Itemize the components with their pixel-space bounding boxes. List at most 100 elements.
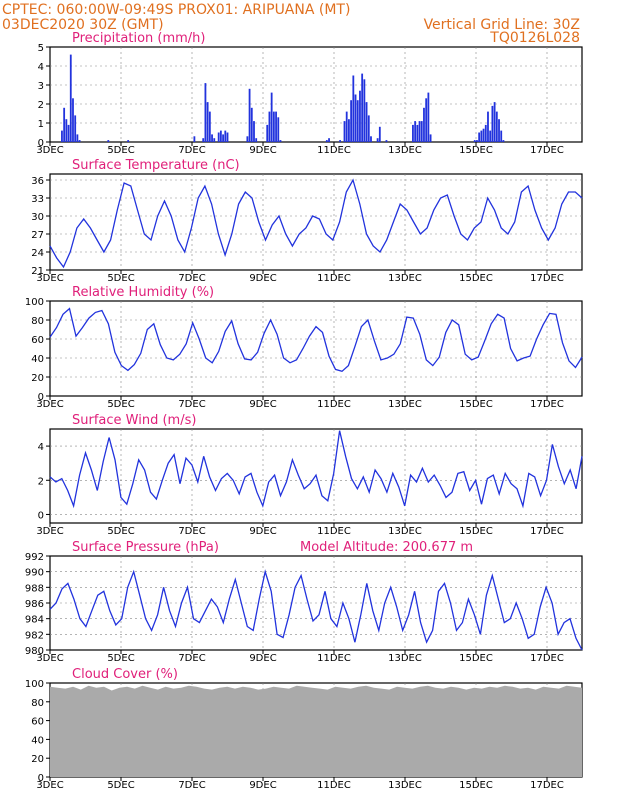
precip-bar	[370, 136, 372, 142]
precip-bar	[425, 98, 428, 142]
x-tick-label: 11DEC	[317, 145, 351, 156]
precip-bar	[193, 136, 196, 142]
precip-bar	[325, 140, 328, 142]
precip-bar	[423, 107, 425, 142]
precip-bar	[487, 111, 489, 142]
x-tick-label: 5DEC	[107, 653, 134, 664]
header-grid-note: Vertical Grid Line: 30Z	[424, 17, 580, 33]
x-tick-label: 7DEC	[178, 273, 205, 284]
x-tick-label: 3DEC	[36, 273, 63, 284]
y-tick-label: 986	[25, 599, 44, 610]
precip-bar	[255, 138, 258, 142]
precip-bar	[348, 119, 350, 142]
x-tick-label: 5DEC	[107, 399, 134, 410]
x-tick-label: 13DEC	[388, 273, 422, 284]
precip-bar	[493, 102, 496, 142]
precip-bar	[352, 75, 355, 142]
x-tick-label: 15DEC	[459, 273, 493, 284]
panel-title: Cloud Cover (%)	[72, 667, 178, 682]
panel-frame	[49, 300, 583, 397]
y-tick-label: 24	[31, 248, 44, 259]
y-tick-label: 27	[31, 230, 44, 241]
y-tick-label: 1	[38, 119, 44, 130]
x-tick-label: 3DEC	[36, 780, 63, 791]
precip-bar	[500, 130, 503, 142]
precip-bar	[339, 140, 341, 142]
y-tick-label: 100	[25, 297, 44, 308]
header-date: 03DEC2020 30Z (GMT)	[2, 17, 164, 33]
x-tick-label: 11DEC	[317, 653, 351, 664]
x-tick-label: 3DEC	[36, 526, 63, 537]
precip-bar	[365, 102, 368, 142]
x-tick-label: 9DEC	[249, 780, 276, 791]
x-tick-label: 13DEC	[388, 526, 422, 537]
precip-bar	[418, 121, 421, 142]
precip-bar	[502, 140, 505, 142]
y-tick-label: 4	[38, 62, 44, 73]
precip-bar	[350, 100, 353, 142]
x-tick-label: 17DEC	[530, 273, 564, 284]
precip-bar	[204, 83, 207, 142]
x-tick-label: 5DEC	[107, 780, 134, 791]
precip-bar	[69, 54, 72, 142]
y-tick-label: 4	[38, 442, 44, 453]
y-tick-label: 80	[31, 698, 44, 709]
y-tick-label: 80	[31, 316, 44, 327]
precip-bar	[219, 130, 222, 142]
x-tick-label: 7DEC	[178, 653, 205, 664]
precip-bar	[416, 124, 419, 142]
y-tick-label: 100	[25, 679, 44, 690]
precip-bar	[202, 138, 205, 142]
precip-bar	[63, 107, 66, 142]
precip-bar	[224, 130, 227, 142]
y-tick-label: 0	[38, 773, 44, 784]
y-tick-label: 2	[38, 100, 44, 111]
precip-bar	[78, 140, 81, 142]
y-tick-label: 30	[31, 212, 44, 223]
y-tick-label: 40	[31, 354, 44, 365]
precip-bar	[222, 134, 224, 142]
precip-bar	[127, 140, 130, 142]
precip-bar	[279, 140, 282, 142]
x-tick-label: 5DEC	[107, 273, 134, 284]
y-tick-label: 984	[25, 615, 44, 626]
y-tick-label: 2	[38, 476, 44, 487]
y-tick-label: 20	[31, 754, 44, 765]
precip-bar	[277, 117, 280, 142]
precip-bar	[367, 115, 370, 142]
precip-bar	[482, 128, 485, 142]
y-tick-label: 990	[25, 568, 44, 579]
precip-bar	[412, 124, 414, 142]
precip-bar	[74, 115, 77, 142]
precip-bar	[361, 73, 364, 142]
x-tick-label: 17DEC	[530, 780, 564, 791]
panel-annotation: Model Altitude: 200.677 m	[300, 540, 473, 555]
precip-bar	[363, 79, 366, 142]
x-tick-label: 5DEC	[107, 145, 134, 156]
precip-bar	[268, 111, 271, 142]
x-tick-label: 3DEC	[36, 145, 63, 156]
precip-bar	[491, 105, 494, 142]
x-tick-label: 15DEC	[459, 399, 493, 410]
precip-bar	[211, 134, 213, 142]
precip-bar	[72, 98, 74, 142]
y-tick-label: 988	[25, 583, 44, 594]
precip-bar	[246, 136, 249, 142]
y-tick-label: 0	[38, 510, 44, 521]
y-tick-label: 36	[31, 176, 44, 187]
x-tick-label: 3DEC	[36, 399, 63, 410]
precip-bar	[473, 140, 476, 142]
precip-bar	[345, 111, 348, 142]
y-tick-label: 60	[31, 717, 44, 728]
x-tick-label: 17DEC	[530, 526, 564, 537]
panel-title: Relative Humidity (%)	[72, 285, 214, 300]
x-tick-label: 11DEC	[317, 399, 351, 410]
precip-bar	[217, 132, 220, 142]
x-tick-label: 9DEC	[249, 399, 276, 410]
precip-bar	[476, 140, 478, 142]
precip-bar	[359, 90, 361, 142]
precip-bar	[248, 88, 251, 142]
precip-bar	[270, 92, 273, 142]
precip-bar	[226, 132, 229, 142]
